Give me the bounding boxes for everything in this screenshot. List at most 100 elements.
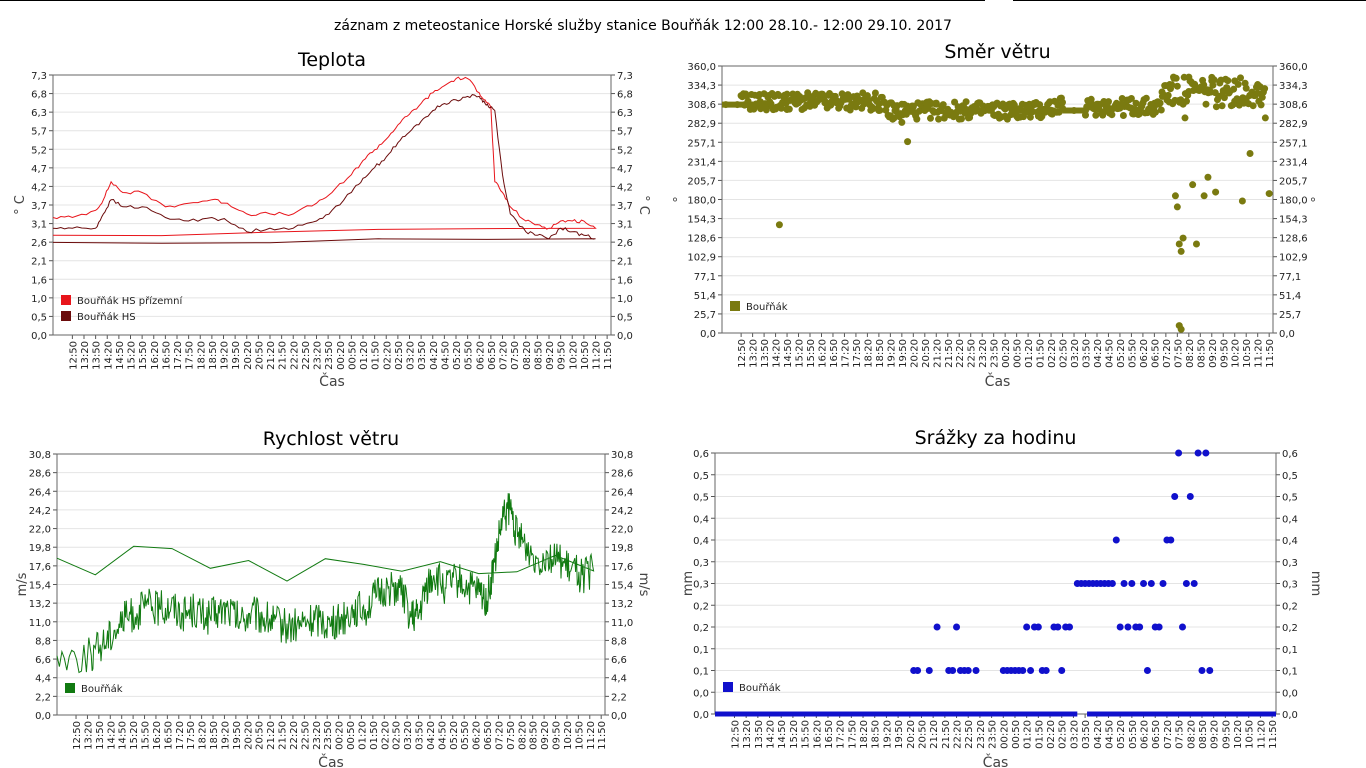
x-tick-label: 01:50 [1036, 339, 1047, 368]
x-tick-label: 20:50 [254, 341, 265, 370]
scatter-point [817, 90, 825, 98]
x-tick-label: 09:50 [557, 341, 568, 370]
scatter-point [1066, 623, 1074, 631]
scatter-point [1156, 99, 1164, 107]
x-tick-label: 21:20 [266, 341, 277, 370]
scatter-point [935, 115, 943, 123]
x-axis-label: Čas [983, 753, 1009, 768]
scatter-point [978, 107, 986, 114]
plot-frame [56, 453, 606, 716]
y-tick-label-right: 0,0 [611, 711, 627, 722]
scatter-point [1254, 81, 1262, 89]
x-tick-label: 10:50 [574, 721, 585, 750]
y-tick-label: 6,6 [35, 655, 51, 666]
scatter-point [775, 221, 783, 229]
scatter-point [1116, 101, 1124, 109]
x-tick-label: 21:20 [266, 721, 277, 750]
scatter-point [925, 667, 933, 674]
x-tick-label: 08:20 [1186, 720, 1197, 749]
x-tick-label: 01:50 [371, 341, 382, 370]
x-tick-label: 13:50 [92, 341, 103, 370]
y-tick-label: 334,3 [687, 81, 716, 92]
x-tick-label: 19:20 [220, 721, 231, 750]
x-tick-label: 09:20 [540, 721, 551, 750]
x-tick-label: 23:50 [988, 720, 999, 749]
scatter-point [1119, 112, 1127, 119]
x-tick-label: 07:50 [1173, 339, 1184, 368]
x-tick-label: 07:20 [1163, 720, 1174, 749]
scatter-point [1198, 667, 1206, 674]
y-tick-label: 25,7 [694, 310, 716, 321]
x-tick-label: 06:20 [472, 721, 483, 750]
scatter-point [1258, 93, 1266, 101]
x-tick-label: 13:20 [749, 339, 760, 368]
x-tick-label: 00:20 [335, 721, 346, 750]
scatter-point [1230, 85, 1238, 93]
y-tick-label: 15,4 [29, 581, 51, 592]
y-tick-label-right: 3,1 [617, 220, 633, 231]
scatter-point [1164, 91, 1172, 99]
y-tick-label: 6,8 [31, 90, 47, 101]
y-axis-label-right: ° [1301, 196, 1316, 203]
x-tick-label: 06:20 [1139, 339, 1150, 368]
y-tick-label-right: 257,1 [1279, 138, 1308, 149]
scatter-point [777, 104, 785, 112]
y-tick-label: 4,4 [35, 674, 51, 685]
x-tick-label: 13:20 [83, 721, 94, 750]
scatter-point [1196, 84, 1204, 92]
scatter-point [1219, 88, 1227, 96]
scatter-point [1128, 580, 1136, 587]
y-tick-label: 0,0 [31, 331, 47, 342]
y-tick-label: 19,8 [29, 543, 51, 554]
scatter-point [1157, 106, 1165, 114]
scatter-point [1036, 107, 1044, 114]
x-tick-label: 01:50 [369, 721, 380, 750]
x-tick-label: 04:50 [437, 721, 448, 750]
x-tick-label: 18:20 [198, 721, 209, 750]
scatter-point [964, 667, 972, 674]
x-tick-label: 19:50 [894, 720, 905, 749]
y-tick-label-right: 5,2 [617, 145, 633, 156]
x-tick-label: 06:20 [475, 341, 486, 370]
scatter-point [1206, 667, 1214, 674]
y-tick-label: 205,7 [687, 176, 716, 187]
y-axis-label-right: mm [1308, 571, 1323, 596]
x-tick-label: 06:50 [1151, 720, 1162, 749]
x-tick-label: 01:20 [359, 341, 370, 370]
x-tick-label: 17:50 [186, 721, 197, 750]
x-tick-label: 16:50 [163, 721, 174, 750]
scatter-point [1261, 114, 1269, 122]
scatter-point [1261, 85, 1269, 93]
x-tick-label: 11:50 [603, 341, 614, 370]
x-tick-label: 06:50 [483, 721, 494, 750]
y-tick-label: 6,3 [31, 108, 47, 119]
legend-swatch [730, 301, 740, 311]
legend-swatch [65, 683, 75, 693]
x-tick-label: 00:50 [346, 721, 357, 750]
chart-rychlost: Rychlost větru 0,0 0,0 2,2 2,2 4,4 4,4 6,6 6,6 8,… [15, 428, 651, 768]
x-tick-label: 09:50 [1221, 720, 1232, 749]
x-tick-label: 16:20 [152, 721, 163, 750]
scatter-point [1173, 82, 1181, 90]
x-tick-label: 20:20 [906, 720, 917, 749]
x-tick-label: 11:20 [592, 341, 603, 370]
y-tick-label: 2,6 [31, 238, 47, 249]
y-tick-label-right: 0,0 [1279, 329, 1295, 340]
y-tick-label-right: 15,4 [611, 581, 633, 592]
x-tick-label: 10:20 [568, 341, 579, 370]
y-tick-label-right: 17,6 [611, 562, 633, 573]
x-tick-label: 04:50 [1104, 720, 1115, 749]
scatter-point [1175, 449, 1183, 457]
x-tick-label: 11:20 [1256, 720, 1267, 749]
scatter-point [955, 104, 963, 112]
y-tick-label-right: 0,1 [1282, 645, 1298, 656]
x-tick-label: 15:50 [806, 339, 817, 368]
y-tick-label: 308,6 [687, 100, 716, 111]
legend-label: Bouřňák HS přízemní [77, 295, 183, 307]
x-tick-label: 06:50 [487, 341, 498, 370]
x-tick-label: 22:20 [955, 339, 966, 368]
y-axis-label: ° [672, 196, 687, 203]
y-tick-label-right: 0,2 [1282, 601, 1298, 612]
x-tick-label: 23:20 [978, 339, 989, 368]
x-tick-label: 22:20 [289, 341, 300, 370]
